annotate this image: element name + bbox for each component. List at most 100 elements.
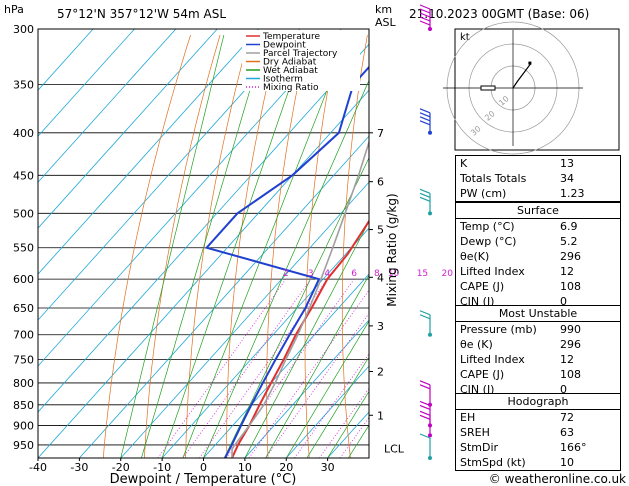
km-tick-label: 1: [377, 409, 384, 422]
hodograph-row: SREH 63: [456, 425, 620, 440]
mixing-ratio-label: 6: [351, 269, 357, 279]
isotherm-line: [79, 135, 369, 458]
pressure-tick-label: 500: [13, 207, 34, 220]
legend-label: Dewpoint: [263, 41, 306, 51]
temperature-tick-label: 0: [200, 461, 207, 474]
wind-barb-dot: [428, 433, 432, 438]
mixing-ratio-line: [157, 278, 287, 458]
wind-barb-flag: [419, 120, 431, 126]
legend-label: Temperature: [262, 32, 320, 42]
wind-barb-flag: [419, 433, 431, 439]
pressure-tick-label: 700: [13, 329, 34, 342]
isotherm-line: [38, 29, 301, 321]
km-tick-label: 4: [377, 271, 384, 284]
wind-barb: [419, 4, 432, 31]
hodograph-heading: Hodograph: [507, 395, 569, 408]
wet-adiabat-line: [244, 220, 369, 458]
axis-ticks: 3003504004505005506006507007508008509009…: [13, 23, 474, 474]
hodograph-unit-label: kt: [460, 32, 470, 43]
pressure-tick-label: 400: [13, 127, 34, 140]
hodograph-label: StmSpd (kt): [460, 456, 526, 469]
isotherm-line: [38, 29, 259, 275]
km-tick-label: 2: [377, 365, 384, 378]
hodograph-value: 10: [560, 456, 574, 469]
units-label: hPa: [4, 3, 24, 16]
wind-barb-flag: [419, 188, 431, 194]
wind-barb-flag: [419, 310, 431, 316]
hodograph-value: 166°: [560, 441, 587, 454]
wet-adiabat-line: [327, 390, 369, 458]
temperature-tick-label: 20: [279, 461, 293, 474]
temperature-tick-label: -40: [29, 461, 47, 474]
hodograph-row: StmSpd (kt) 10: [456, 455, 620, 470]
pressure-tick-label: 450: [13, 169, 34, 182]
wind-barb-dot: [428, 456, 432, 460]
wind-barb-flag: [419, 384, 431, 390]
wind-barb-flag: [419, 116, 431, 122]
isotherm-line: [38, 29, 135, 137]
wind-barb-flag: [419, 400, 431, 406]
x-axis-title: Dewpoint / Temperature (°C): [110, 472, 297, 486]
wind-barb-flag: [419, 8, 431, 14]
wet-adiabat-line: [120, 34, 225, 458]
dry-adiabat-line: [266, 34, 309, 458]
wind-barb: [419, 380, 432, 407]
unstable-value: 990: [560, 323, 581, 336]
pressure-tick-label: 750: [13, 354, 34, 367]
surface-label: Lifted Index: [460, 265, 525, 278]
unstable-row: CAPE (J) 108: [456, 367, 620, 382]
surface-label: Dewp (°C): [460, 235, 517, 248]
pressure-tick-label: 350: [13, 79, 34, 92]
surface-row: θe(K) 296: [456, 249, 620, 264]
surface-value: 296: [560, 250, 581, 263]
hodograph-value: 72: [560, 411, 574, 424]
location-label: 57°12'N 357°12'W 54m ASL: [57, 7, 226, 21]
isotherm-line: [38, 29, 342, 367]
pressure-tick-label: 650: [13, 302, 34, 315]
temperature-tick-label: 30: [321, 461, 335, 474]
wet-adiabat-line: [223, 157, 369, 458]
mixing-ratio-line: [339, 416, 369, 458]
most-unstable-table: Most Unstable Pressure (mb) 990 θe (K) 296…: [455, 305, 621, 398]
index-row-pw: PW (cm) 1.23: [456, 186, 620, 201]
wind-barb-flag: [419, 404, 431, 410]
pressure-tick-label: 550: [13, 242, 34, 255]
hodograph-row: EH 72: [456, 410, 620, 425]
surface-row: Lifted Index 12: [456, 264, 620, 279]
wet-adiabat-line: [182, 34, 350, 458]
wind-barb-flag: [419, 410, 431, 416]
unstable-label: Pressure (mb): [460, 323, 537, 336]
unstable-row: θe (K) 296: [456, 337, 620, 352]
wind-barb-flag: [419, 12, 431, 18]
unstable-row: Lifted Index 12: [456, 352, 620, 367]
surface-row: CIN (J) 0: [456, 294, 620, 309]
hodograph-value: 63: [560, 426, 574, 439]
series-lines: [204, 65, 369, 458]
surface-label: CAPE (J): [460, 280, 505, 293]
isotherm-line: [38, 89, 369, 458]
legend-background: [242, 30, 360, 91]
mixing-ratio-label: 8: [374, 269, 380, 279]
unstable-label: Lifted Index: [460, 353, 525, 366]
hodograph-label: StmDir: [460, 441, 499, 454]
unstable-label: θe (K): [460, 338, 493, 351]
mixing-ratio-label: 10: [388, 269, 400, 279]
mixing-ratio-line: [265, 312, 369, 458]
temperature-tick-label: -10: [153, 461, 171, 474]
asl-label: ASL: [375, 16, 397, 29]
hodograph-table: Hodograph EH 72 SREH 63 StmDir 166° StmSpd …: [455, 393, 621, 471]
legend-label: Dry Adiabat: [263, 58, 317, 68]
pressure-tick-label: 600: [13, 273, 34, 286]
index-label: Totals Totals: [460, 172, 527, 185]
surface-row: Temp (°C) 6.9: [456, 219, 620, 234]
wet-adiabat-line: [203, 79, 369, 458]
lcl-label: LCL: [384, 443, 405, 456]
unstable-row: CIN (J) 0: [456, 382, 620, 397]
km-tick-label: 7: [377, 127, 384, 140]
wind-barb-flag: [419, 108, 431, 114]
wet-adiabat-line: [306, 356, 369, 458]
km-tick-label: 3: [377, 320, 384, 333]
